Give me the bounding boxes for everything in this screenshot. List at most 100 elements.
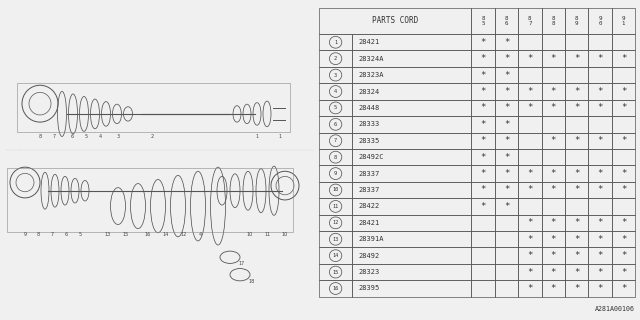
Bar <box>541 100 565 116</box>
Bar <box>565 116 588 132</box>
Bar <box>612 34 635 51</box>
Bar <box>565 247 588 264</box>
Bar <box>565 149 588 165</box>
Text: 15: 15 <box>123 232 129 237</box>
Text: *: * <box>574 136 579 145</box>
Text: *: * <box>574 251 579 260</box>
Text: 4: 4 <box>198 232 202 237</box>
Bar <box>319 247 353 264</box>
Bar <box>518 231 541 247</box>
Bar <box>353 231 471 247</box>
Bar <box>495 149 518 165</box>
Bar <box>588 34 612 51</box>
Text: 18: 18 <box>249 279 255 284</box>
Text: *: * <box>550 268 556 276</box>
Text: 4: 4 <box>99 134 102 139</box>
Text: 28324A: 28324A <box>359 56 385 62</box>
Text: *: * <box>527 169 532 178</box>
Bar <box>588 247 612 264</box>
Text: *: * <box>574 235 579 244</box>
Text: 2: 2 <box>150 134 154 139</box>
Bar <box>541 215 565 231</box>
Bar <box>495 215 518 231</box>
Bar <box>588 132 612 149</box>
Text: 6: 6 <box>334 122 337 127</box>
Bar <box>518 51 541 67</box>
Text: *: * <box>621 103 626 112</box>
Text: *: * <box>527 54 532 63</box>
Bar <box>319 165 353 182</box>
Bar <box>319 116 353 132</box>
Bar <box>518 100 541 116</box>
Text: *: * <box>597 54 603 63</box>
Bar <box>319 34 353 51</box>
Bar <box>471 8 495 34</box>
Text: *: * <box>597 251 603 260</box>
Bar <box>565 231 588 247</box>
Text: *: * <box>481 87 486 96</box>
Text: 8
7: 8 7 <box>528 16 532 26</box>
Text: 16: 16 <box>332 286 339 291</box>
Bar <box>612 264 635 280</box>
Text: *: * <box>597 218 603 227</box>
Text: 28421: 28421 <box>359 220 380 226</box>
Bar <box>495 247 518 264</box>
Bar <box>612 280 635 297</box>
Text: *: * <box>550 251 556 260</box>
Text: 1: 1 <box>334 40 337 45</box>
Text: 28335: 28335 <box>359 138 380 144</box>
Bar <box>541 198 565 215</box>
Text: 10: 10 <box>332 188 339 193</box>
Bar <box>518 182 541 198</box>
Bar <box>518 132 541 149</box>
Text: 9
1: 9 1 <box>621 16 625 26</box>
Bar <box>612 100 635 116</box>
Bar <box>588 165 612 182</box>
Bar <box>471 182 495 198</box>
Text: *: * <box>527 218 532 227</box>
Bar <box>319 231 353 247</box>
Bar <box>565 83 588 100</box>
Bar <box>588 149 612 165</box>
Text: 14: 14 <box>332 253 339 258</box>
Text: 11: 11 <box>332 204 339 209</box>
Text: 11: 11 <box>265 232 271 237</box>
Bar <box>319 149 353 165</box>
Text: *: * <box>574 268 579 276</box>
Text: 28323A: 28323A <box>359 72 385 78</box>
Bar <box>588 116 612 132</box>
Text: *: * <box>504 71 509 80</box>
Bar <box>541 83 565 100</box>
Bar <box>495 67 518 83</box>
Bar <box>319 198 353 215</box>
Bar <box>565 182 588 198</box>
Text: 28337: 28337 <box>359 187 380 193</box>
Bar <box>353 67 471 83</box>
Bar <box>612 132 635 149</box>
Text: *: * <box>597 169 603 178</box>
Text: *: * <box>481 136 486 145</box>
Text: *: * <box>504 120 509 129</box>
Bar <box>495 132 518 149</box>
Bar <box>565 34 588 51</box>
Text: 3: 3 <box>116 134 120 139</box>
Text: *: * <box>504 186 509 195</box>
Text: 7: 7 <box>334 138 337 143</box>
Text: 5: 5 <box>79 232 81 237</box>
Bar <box>565 165 588 182</box>
Text: *: * <box>621 169 626 178</box>
Text: 28323: 28323 <box>359 269 380 275</box>
Text: *: * <box>621 268 626 276</box>
Bar <box>353 182 471 198</box>
Bar <box>495 165 518 182</box>
Text: *: * <box>481 202 486 211</box>
Bar <box>495 264 518 280</box>
Bar <box>541 8 565 34</box>
Bar <box>495 198 518 215</box>
Text: *: * <box>527 103 532 112</box>
Bar <box>612 198 635 215</box>
Bar <box>495 182 518 198</box>
Text: 14: 14 <box>163 232 169 237</box>
Text: A281A00106: A281A00106 <box>595 306 635 312</box>
Bar <box>541 165 565 182</box>
